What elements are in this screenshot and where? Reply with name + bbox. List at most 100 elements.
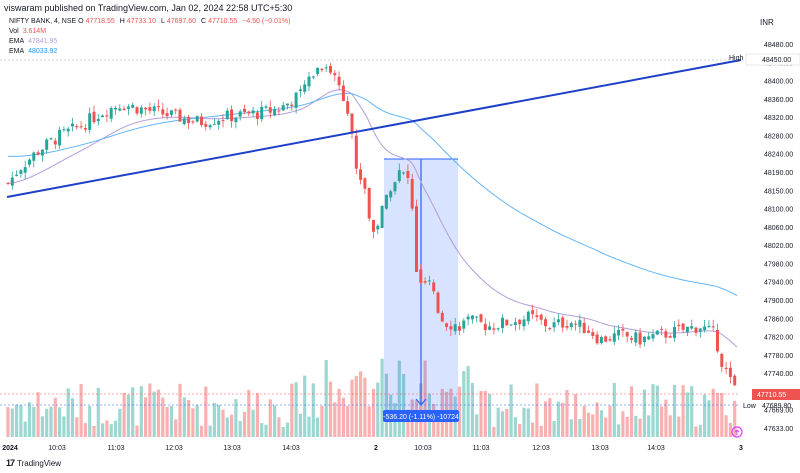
candle-body <box>617 330 620 336</box>
measure-label-text: -536.20 (-1.11%) -10724 <box>383 414 459 421</box>
candle-body <box>342 86 345 101</box>
candle-body <box>28 160 31 165</box>
candle-body <box>394 182 397 191</box>
volume-bar <box>359 371 362 437</box>
candle-body <box>209 125 212 127</box>
volume-bar <box>673 385 676 437</box>
candle-body <box>587 331 590 333</box>
volume-bar <box>381 359 384 437</box>
candle-body <box>647 336 650 339</box>
candle-body <box>97 119 100 121</box>
candle-body <box>553 322 556 327</box>
candle-body <box>613 333 616 341</box>
volume-bar <box>583 406 586 437</box>
volume-bar <box>548 398 551 437</box>
volume-bar <box>479 391 482 437</box>
candle-body <box>531 310 534 314</box>
trendline[interactable] <box>7 60 741 197</box>
price-tick-label: 47820.00 <box>764 335 793 342</box>
candle-body <box>514 322 517 325</box>
last-price-marker: 47710.55 <box>752 389 800 400</box>
volume-bar <box>45 409 48 437</box>
low-label: Low <box>743 403 757 410</box>
candle-body <box>320 69 323 70</box>
price-tick-label: 48400.00 <box>764 79 793 86</box>
candle-body <box>312 76 315 77</box>
candle-body <box>604 336 607 341</box>
volume-bar <box>565 390 568 437</box>
volume-bar <box>135 426 138 437</box>
volume-bar <box>75 417 78 437</box>
candle-body <box>127 107 130 109</box>
volume-bar <box>686 392 689 437</box>
volume-bar <box>114 421 117 437</box>
candle-body <box>269 107 272 112</box>
candle-body <box>523 319 526 326</box>
volume-bar <box>535 383 538 437</box>
time-tick-label: 3 <box>739 445 743 452</box>
candle-body <box>527 312 530 322</box>
time-tick-label: 14:03 <box>282 445 300 452</box>
volume-bar <box>639 419 642 437</box>
candle-body <box>548 328 551 329</box>
candle-body <box>282 105 285 110</box>
volume-bar <box>540 426 543 437</box>
candle-body <box>346 101 349 114</box>
candle-body <box>566 326 569 328</box>
candle-body <box>183 118 186 124</box>
volume-bar <box>84 423 87 437</box>
volume-bars <box>6 359 736 437</box>
volume-bar <box>67 388 70 437</box>
volume-bar <box>634 416 637 437</box>
price-axis[interactable]: 48480.0048440.0048400.0048360.0048320.00… <box>764 42 793 433</box>
candle-body <box>686 327 689 332</box>
volume-bar <box>557 402 560 437</box>
candle-body <box>454 324 457 331</box>
time-tick-label: 12:03 <box>165 445 183 452</box>
candle-body <box>424 281 427 282</box>
candle-body <box>419 269 422 282</box>
candle-body <box>234 118 237 122</box>
time-axis[interactable]: 2024 10:03 11:03 12:03 13:03 14:03 2 10:03 11:03… <box>2 445 743 452</box>
volume-bar <box>342 398 345 437</box>
volume-bar <box>355 376 358 437</box>
candle-body <box>712 326 715 327</box>
candle-body <box>557 319 560 322</box>
volume-bar <box>19 405 22 437</box>
candle-body <box>351 113 354 133</box>
candle-body <box>707 326 710 327</box>
volume-bar <box>24 422 27 437</box>
volume-bar <box>647 415 650 437</box>
candle-body <box>32 153 35 161</box>
candle-body <box>62 129 65 130</box>
candle-body <box>67 129 70 132</box>
low-value: 47689.80 <box>762 403 791 410</box>
candle-body <box>15 175 18 176</box>
price-tick-label: 48190.00 <box>764 170 793 177</box>
volume-bar <box>492 427 495 437</box>
volume-bar <box>303 376 306 437</box>
candle-body <box>247 112 250 114</box>
candle-body <box>385 195 388 209</box>
price-tick-label: 48480.00 <box>764 42 793 49</box>
volume-bar <box>600 410 603 437</box>
candle-body <box>591 332 594 336</box>
candle-body <box>338 77 341 86</box>
candle-body <box>286 104 289 106</box>
candle-body <box>37 152 40 154</box>
high-label: High <box>729 55 744 62</box>
candle-body <box>652 334 655 338</box>
volume-bar <box>277 417 280 437</box>
volume-bar <box>587 413 590 437</box>
volume-bar <box>475 414 478 437</box>
volume-bar <box>553 421 556 437</box>
footer-brand[interactable]: 17 TradingView <box>6 458 61 468</box>
high-value: 48450.00 <box>762 57 791 64</box>
volume-bar <box>239 421 242 437</box>
candle-body <box>174 110 177 111</box>
volume-bar <box>264 425 267 437</box>
candle-body <box>58 130 61 146</box>
candle-body <box>510 324 513 325</box>
candle-body <box>273 109 276 115</box>
